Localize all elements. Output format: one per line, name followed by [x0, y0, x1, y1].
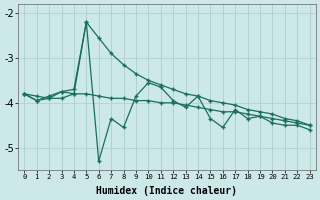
X-axis label: Humidex (Indice chaleur): Humidex (Indice chaleur)	[96, 186, 237, 196]
